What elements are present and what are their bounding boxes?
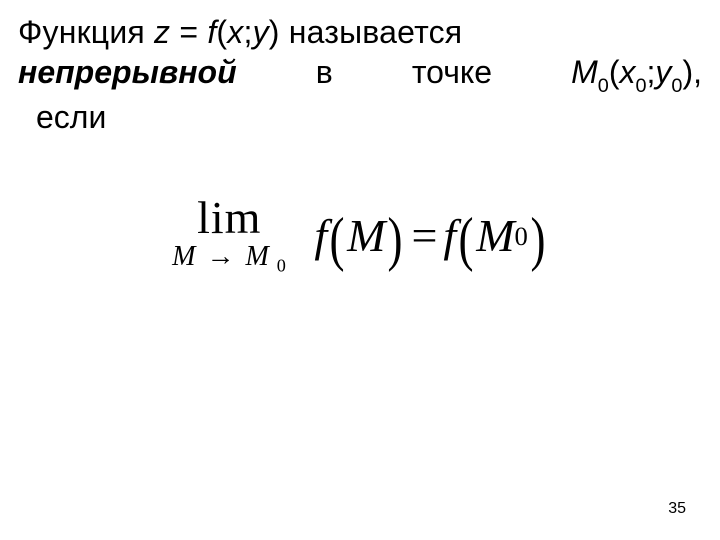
word-continuous: непрерывной (18, 52, 237, 92)
M: M (571, 54, 598, 90)
arg-M: M (347, 209, 385, 262)
var-z: z (154, 14, 170, 50)
paren-open-2: ( (609, 54, 620, 90)
sub0c: 0 (671, 75, 682, 97)
paren-close: ) (269, 14, 280, 50)
paren-open: ( (216, 14, 227, 50)
f1: f (314, 209, 327, 262)
word-esli: если (36, 99, 106, 135)
text-called: называется (280, 14, 463, 50)
y0: y (655, 54, 671, 90)
point-m0: M0(x0;y0), (571, 52, 702, 97)
semicolon: ; (243, 14, 252, 50)
rhs: f ( M ) = f ( M 0 ) (314, 209, 547, 262)
eq-sign: = (170, 14, 207, 50)
paren-close-2: ), (682, 54, 702, 90)
var-y: y (253, 14, 269, 50)
text-func: Функция (18, 14, 154, 50)
sub0a: 0 (598, 75, 609, 97)
word-tochke: точке (412, 52, 492, 92)
arrow-icon: → (203, 241, 238, 272)
var-x: x (227, 14, 243, 50)
arg-M0: M (476, 209, 514, 262)
lim-zero: 0 (277, 256, 287, 276)
lim-subscript: M → M 0 (172, 243, 286, 275)
definition-line-1: Функция z = f(x;y) называется (18, 12, 702, 52)
x0: x (619, 54, 635, 90)
lim-M0: M (245, 241, 269, 272)
definition-line-3: если (18, 97, 702, 137)
definition-line-2: непрерывной в точке M0(x0;y0), (18, 52, 702, 97)
equals: = (405, 209, 443, 262)
limit-formula: lim M → M 0 f ( M ) = f ( M 0 ) (18, 195, 702, 275)
lim-word: lim (172, 195, 286, 243)
word-v: в (316, 52, 333, 92)
lim-block: lim M → M 0 (172, 195, 286, 275)
page-number: 35 (668, 500, 686, 518)
lim-M: M (172, 241, 196, 272)
sub0b: 0 (635, 75, 646, 97)
f2: f (443, 209, 456, 262)
arg-M0-sub: 0 (515, 221, 528, 252)
